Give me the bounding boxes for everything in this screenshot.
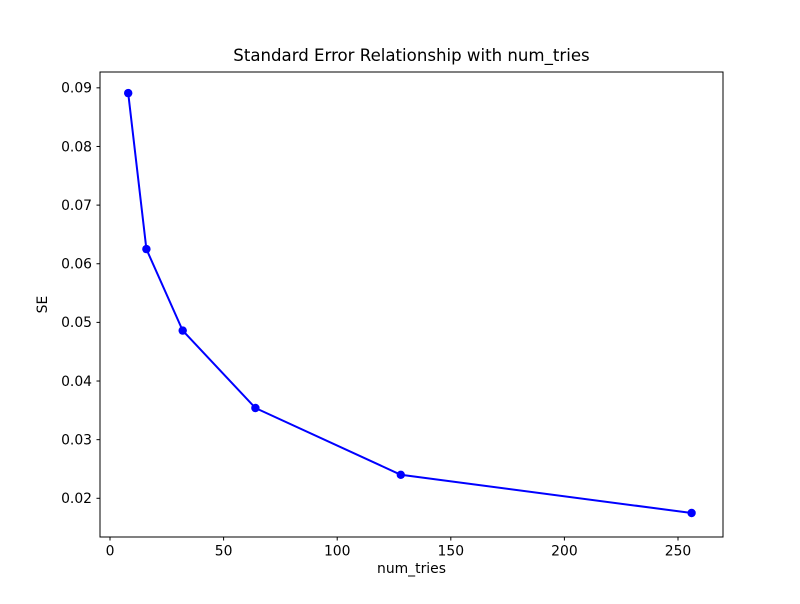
- x-axis-label: num_tries: [377, 561, 446, 577]
- data-point-marker: [178, 326, 187, 335]
- data-point-marker: [142, 244, 151, 254]
- data-point-marker: [251, 403, 260, 413]
- data-point-marker: [396, 470, 405, 479]
- chart-title: Standard Error Relationship with num_tri…: [233, 46, 589, 66]
- y-tick-label: 0.03: [61, 432, 92, 448]
- series-line: [127, 92, 693, 514]
- data-point-marker: [124, 88, 133, 98]
- y-tick-label: 0.08: [61, 139, 92, 155]
- x-axis-ticks: 0 50 100 150 200 250: [106, 537, 692, 560]
- x-tick-label: 100: [324, 544, 351, 560]
- y-tick-label: 0.04: [61, 374, 92, 390]
- y-axis-ticks: 0.02 0.03 0.04 0.05 0.06 0.07 0.08 0.09: [61, 81, 100, 507]
- y-tick-label: 0.06: [61, 257, 92, 273]
- data-point-marker: [687, 508, 696, 518]
- y-tick-label: 0.09: [61, 81, 92, 97]
- data-series: [124, 88, 696, 518]
- y-tick-label: 0.05: [61, 315, 92, 331]
- x-tick-label: 50: [215, 544, 233, 560]
- x-tick-label: 200: [551, 544, 578, 560]
- y-tick-label: 0.02: [61, 491, 92, 507]
- x-tick-label: 250: [665, 544, 692, 560]
- y-axis-label: SE: [35, 296, 51, 314]
- x-tick-label: 0: [106, 544, 115, 560]
- y-tick-label: 0.07: [61, 198, 92, 214]
- x-tick-label: 150: [438, 544, 465, 560]
- plot-area: [99, 71, 724, 538]
